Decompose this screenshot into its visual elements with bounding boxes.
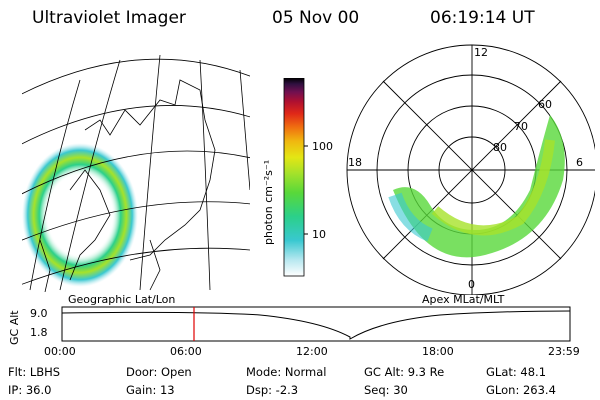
ip-status: IP: 36.0 (8, 383, 52, 397)
time-tick-1200: 12:00 (296, 345, 328, 358)
mlt-label-0: 0 (468, 278, 475, 291)
polar-panel-label: Apex MLat/MLT (422, 293, 505, 306)
instrument-title: Ultraviolet Imager (32, 8, 186, 28)
mode-status: Mode: Normal (246, 365, 327, 379)
time-tick-2359: 23:59 (548, 345, 580, 358)
time-tick-1800: 18:00 (422, 345, 454, 358)
colorbar-tick-100: 100 (312, 140, 333, 153)
mlt-label-12: 12 (474, 46, 488, 59)
gain-status: Gain: 13 (126, 383, 175, 397)
glat-status: GLat: 48.1 (486, 365, 547, 379)
polar-plot (346, 44, 595, 295)
alt-tick-9: 9.0 (30, 307, 48, 320)
dsp-status: Dsp: -2.3 (246, 383, 299, 397)
lat-label-60: 60 (538, 98, 552, 111)
colorbar (283, 78, 308, 277)
mlt-label-18: 18 (348, 156, 362, 169)
gc-alt-status: GC Alt: 9.3 Re (364, 365, 445, 379)
geo-panel-label-text: Geographic Lat/Lon (68, 293, 176, 306)
geographic-map (22, 54, 250, 292)
seq-status: Seq: 30 (364, 383, 408, 397)
colorbar-tick-10: 10 (312, 228, 326, 241)
mlt-label-6: 6 (576, 156, 583, 169)
altitude-curve (61, 310, 571, 340)
time-tick-0600: 06:00 (170, 345, 202, 358)
glon-status: GLon: 263.4 (486, 383, 556, 397)
lat-label-70: 70 (514, 120, 528, 133)
filter-status: Flt: LBHS (8, 365, 61, 379)
alt-tick-1-8: 1.8 (30, 326, 48, 339)
lat-label-80: 80 (493, 141, 507, 154)
colorbar-unit-label: photon cm⁻²s⁻¹ (262, 159, 275, 245)
altitude-track-plot (61, 306, 571, 342)
gc-alt-axis-label: GC Alt (8, 310, 21, 345)
time-tick-0000: 00:00 (44, 345, 76, 358)
date-label: 05 Nov 00 (272, 8, 360, 28)
aurora-oval-geo (22, 143, 138, 287)
time-label: 06:19:14 UT (430, 8, 535, 28)
door-status: Door: Open (126, 365, 192, 379)
